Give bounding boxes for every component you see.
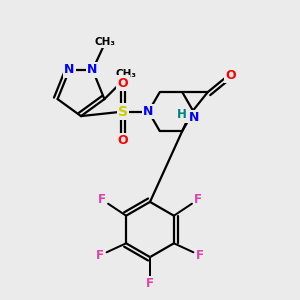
Text: F: F <box>98 193 106 206</box>
Text: O: O <box>226 69 236 82</box>
Text: F: F <box>196 249 204 262</box>
Text: CH₃: CH₃ <box>94 37 115 47</box>
Text: S: S <box>118 105 128 118</box>
Text: N: N <box>87 63 98 76</box>
Text: N: N <box>143 105 154 118</box>
Text: F: F <box>194 193 202 206</box>
Text: H: H <box>177 108 187 121</box>
Text: O: O <box>118 134 128 147</box>
Text: F: F <box>96 249 104 262</box>
Text: N: N <box>189 111 200 124</box>
Text: F: F <box>146 277 154 290</box>
Text: CH₃: CH₃ <box>116 69 137 79</box>
Text: O: O <box>118 76 128 90</box>
Text: N: N <box>64 63 75 76</box>
